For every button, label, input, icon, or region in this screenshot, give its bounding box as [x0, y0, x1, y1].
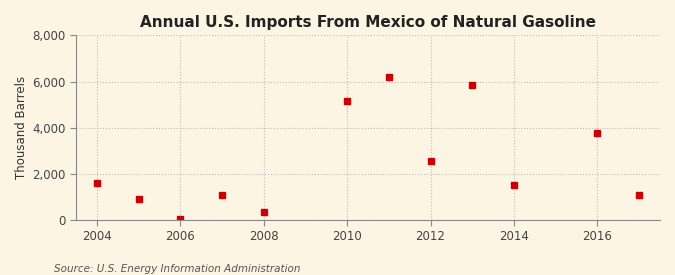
Y-axis label: Thousand Barrels: Thousand Barrels	[15, 76, 28, 179]
Text: Source: U.S. Energy Information Administration: Source: U.S. Energy Information Administ…	[54, 264, 300, 274]
Title: Annual U.S. Imports From Mexico of Natural Gasoline: Annual U.S. Imports From Mexico of Natur…	[140, 15, 596, 30]
